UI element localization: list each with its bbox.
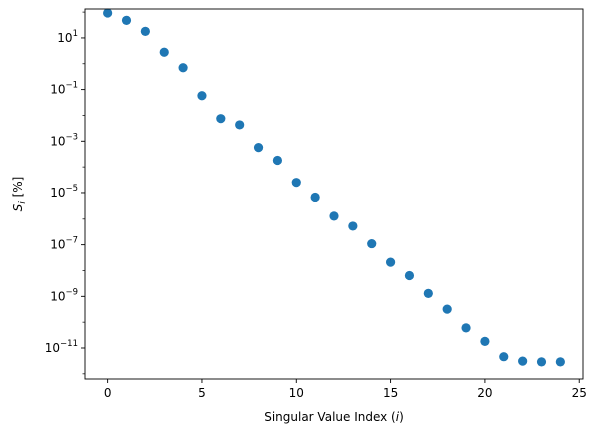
y-axis-label: Si [%] [11,177,28,212]
x-tick-label: 15 [383,386,398,400]
x-axis-label: Singular Value Index (i) [264,410,404,424]
data-point [216,114,226,124]
x-tick-label: 25 [572,386,587,400]
data-point [197,91,207,101]
data-point [253,143,264,153]
data-point [291,178,301,188]
data-point [235,120,245,130]
plot-frame [84,8,584,380]
data-point [385,257,396,267]
x-tick-label: 20 [477,386,492,400]
x-tick-label: 5 [198,386,206,400]
data-point [461,323,471,333]
x-tick-label: 0 [104,386,112,400]
data-point [159,47,169,57]
data-point [103,8,113,18]
data-point [536,357,547,367]
y-tick-label: 10−1 [50,81,78,97]
data-point [140,26,150,36]
x-tick-label: 10 [289,386,304,400]
data-point [442,304,452,314]
data-point [178,63,188,73]
data-markers [103,8,565,367]
data-point [499,352,509,362]
y-tick-label: 10−7 [50,236,78,252]
y-tick-label: 101 [57,29,78,45]
data-point [404,270,415,281]
data-point [121,15,132,25]
y-axis-ticks: 101 10−1 10−3 10−5 10−7 10−9 10−11 [45,11,85,375]
y-tick-label: 10−9 [50,287,78,303]
y-tick-label: 10−11 [45,339,78,355]
data-point [310,192,320,203]
data-point [329,211,339,221]
data-point [367,238,377,249]
data-point [348,221,358,231]
y-tick-label: 10−3 [50,132,78,148]
data-point [272,155,283,166]
data-point [555,357,565,367]
data-point [518,356,528,366]
x-axis-ticks: 0 5 10 15 20 25 [104,379,587,400]
y-tick-label: 10−5 [50,184,78,200]
data-point [480,336,490,346]
data-point [423,288,433,298]
